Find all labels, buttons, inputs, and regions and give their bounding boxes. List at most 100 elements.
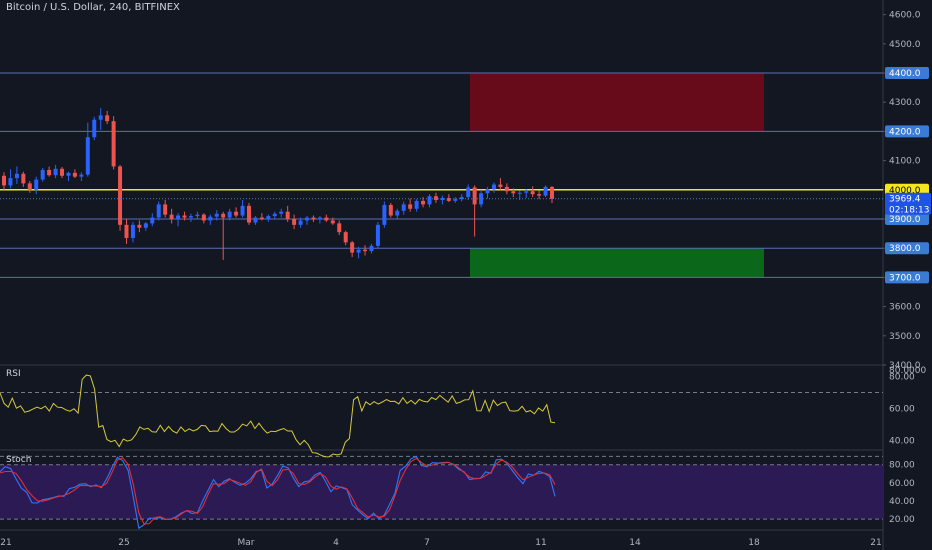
- candle-body[interactable]: [537, 194, 542, 196]
- candle-body[interactable]: [459, 197, 464, 200]
- candle-body[interactable]: [60, 168, 65, 176]
- candle-body[interactable]: [240, 205, 245, 216]
- candle-body[interactable]: [214, 213, 219, 217]
- candle-body[interactable]: [524, 191, 529, 193]
- candle-body[interactable]: [388, 204, 393, 216]
- resistance-zone[interactable]: [470, 73, 764, 132]
- candle-body[interactable]: [298, 220, 303, 225]
- candle-body[interactable]: [305, 217, 310, 221]
- candle-body[interactable]: [543, 186, 548, 196]
- candle-body[interactable]: [105, 115, 110, 122]
- candle-body[interactable]: [188, 216, 193, 218]
- last-price-tag[interactable]: [885, 192, 931, 215]
- candle-body[interactable]: [2, 175, 6, 186]
- candle-body[interactable]: [485, 189, 490, 194]
- candle-body[interactable]: [176, 215, 181, 219]
- candle-body[interactable]: [195, 214, 200, 217]
- candle-body[interactable]: [421, 200, 426, 205]
- candle-body[interactable]: [72, 172, 77, 177]
- candle-body[interactable]: [517, 192, 522, 194]
- candle-body[interactable]: [130, 224, 135, 238]
- candle-body[interactable]: [317, 217, 322, 220]
- candle-body[interactable]: [79, 174, 84, 177]
- candle-body[interactable]: [118, 166, 123, 225]
- candle-body[interactable]: [169, 214, 174, 219]
- candle-body[interactable]: [285, 211, 290, 219]
- level-price-tag[interactable]: [885, 67, 929, 79]
- candle-body[interactable]: [479, 193, 484, 205]
- candle-body[interactable]: [266, 216, 271, 219]
- candle-body[interactable]: [433, 196, 438, 201]
- candle-body[interactable]: [98, 115, 103, 120]
- candle-body[interactable]: [382, 204, 387, 225]
- candle-body[interactable]: [311, 217, 316, 220]
- candle-body[interactable]: [440, 197, 445, 201]
- candle-body[interactable]: [395, 210, 400, 216]
- candle-body[interactable]: [92, 119, 97, 138]
- candle-body[interactable]: [356, 249, 361, 253]
- candle-body[interactable]: [511, 191, 516, 194]
- candle-body[interactable]: [8, 178, 13, 186]
- candle-body[interactable]: [27, 183, 32, 190]
- support-zone[interactable]: [470, 248, 764, 278]
- candle-body[interactable]: [14, 173, 19, 179]
- candle-body[interactable]: [234, 211, 239, 216]
- candle-body[interactable]: [350, 242, 355, 253]
- level-price-tag[interactable]: [885, 125, 929, 138]
- level-price-tag[interactable]: [885, 213, 929, 225]
- candle-body[interactable]: [337, 223, 342, 233]
- candle-body[interactable]: [530, 191, 535, 195]
- candle-body[interactable]: [453, 199, 458, 201]
- candle-body[interactable]: [156, 204, 161, 218]
- candle-body[interactable]: [137, 224, 142, 228]
- candle-body[interactable]: [292, 219, 297, 225]
- candle-body[interactable]: [414, 200, 419, 209]
- candle-body[interactable]: [369, 245, 374, 252]
- candle-body[interactable]: [427, 196, 432, 205]
- candle-body[interactable]: [85, 137, 90, 175]
- candle-body[interactable]: [227, 211, 232, 218]
- candle-body[interactable]: [279, 211, 284, 214]
- candle-body[interactable]: [221, 213, 226, 218]
- candle-body[interactable]: [208, 216, 213, 221]
- candle-body[interactable]: [163, 204, 168, 215]
- candle-body[interactable]: [343, 232, 348, 243]
- rsi-line[interactable]: [0, 374, 556, 458]
- candle-body[interactable]: [324, 217, 329, 221]
- candle-body[interactable]: [143, 223, 148, 228]
- candle-body[interactable]: [408, 204, 413, 209]
- candle-body[interactable]: [472, 187, 477, 205]
- time-axis-label: Mar: [238, 538, 255, 548]
- stoch-tick-label: 80.00: [889, 461, 915, 471]
- candle-body[interactable]: [47, 169, 52, 176]
- candle-body[interactable]: [40, 169, 45, 180]
- candle-body[interactable]: [401, 204, 406, 211]
- candle-body[interactable]: [182, 215, 187, 218]
- level-price-tag[interactable]: [885, 271, 929, 284]
- level-price-tag[interactable]: [885, 242, 929, 255]
- candle-body[interactable]: [330, 220, 335, 224]
- candle-body[interactable]: [363, 249, 368, 252]
- candle-body[interactable]: [21, 173, 26, 184]
- rsi-tick-label: 80.00: [889, 373, 915, 383]
- candle-body[interactable]: [53, 168, 58, 176]
- candle-body[interactable]: [272, 213, 277, 217]
- candle-body[interactable]: [246, 205, 251, 223]
- candle-body[interactable]: [34, 179, 39, 190]
- candle-body[interactable]: [124, 224, 129, 238]
- candle-body[interactable]: [375, 224, 380, 246]
- stoch-d-line[interactable]: [0, 457, 556, 525]
- candle-body[interactable]: [150, 217, 155, 224]
- candle-body[interactable]: [111, 121, 116, 167]
- candle-body[interactable]: [253, 217, 258, 223]
- candle-body[interactable]: [259, 217, 264, 219]
- candle-body[interactable]: [491, 184, 496, 190]
- candle-body[interactable]: [66, 172, 71, 176]
- candle-body[interactable]: [466, 187, 471, 198]
- candle-body[interactable]: [550, 186, 554, 199]
- candle-body[interactable]: [446, 197, 451, 201]
- candle-body[interactable]: [201, 214, 206, 221]
- candle-body[interactable]: [498, 184, 503, 187]
- candle-body[interactable]: [504, 186, 509, 192]
